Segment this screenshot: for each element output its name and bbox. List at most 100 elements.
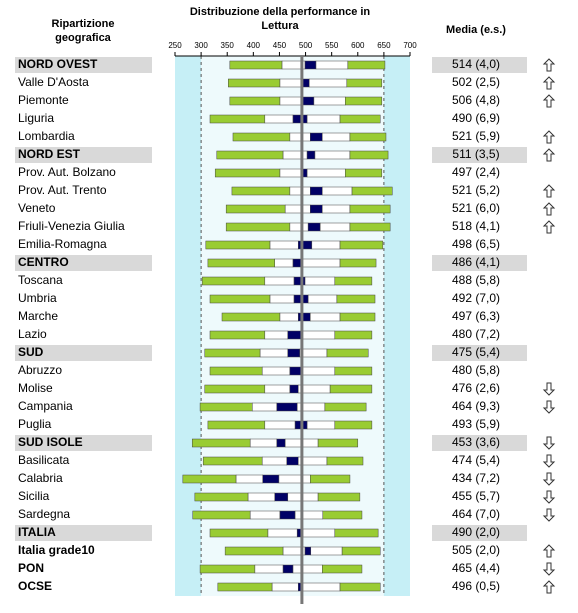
x-tick-label: 350 <box>221 41 235 50</box>
group-band <box>432 255 527 271</box>
distribution-segment <box>344 168 383 178</box>
media-value: 480 (5,8) <box>452 363 500 377</box>
trend-arrow <box>542 58 556 72</box>
distribution-segment <box>232 132 291 142</box>
x-tick-label: 400 <box>247 41 261 50</box>
distribution-segment <box>259 348 289 358</box>
distribution-segment <box>201 276 266 286</box>
distribution-segment <box>289 186 311 196</box>
row-label: Toscana <box>18 273 63 287</box>
x-tick-label: 600 <box>351 41 365 50</box>
distribution-segment <box>334 420 373 430</box>
trend-arrow <box>542 472 556 486</box>
distribution-segment <box>282 564 294 574</box>
x-tick-label: 700 <box>403 41 417 50</box>
distribution-segment <box>326 456 364 466</box>
distribution-segment <box>322 204 351 214</box>
distribution-segment <box>339 582 381 592</box>
row-label: Campania <box>18 399 73 413</box>
distribution-segment <box>339 312 376 322</box>
media-value: 434 (7,2) <box>452 471 500 485</box>
distribution-segment <box>341 546 381 556</box>
distribution-segment <box>322 186 353 196</box>
distribution-segment <box>306 420 336 430</box>
trend-arrow <box>542 202 556 216</box>
distribution-segment <box>307 294 338 304</box>
media-value: 492 (7,0) <box>452 291 500 305</box>
distribution-segment <box>310 312 341 322</box>
row-label: Marche <box>18 309 58 323</box>
row-label: Emilia-Romagna <box>18 237 107 251</box>
media-value: 511 (3,5) <box>452 147 499 161</box>
distribution-segment <box>264 330 289 340</box>
chart-title: Distribuzione della performance in <box>190 6 371 18</box>
distribution-segment <box>276 438 286 448</box>
distribution-segment <box>267 528 298 538</box>
distribution-segment <box>261 456 288 466</box>
group-band <box>432 345 527 361</box>
trend-arrow <box>542 76 556 90</box>
trend-arrow <box>542 400 556 414</box>
distribution-segment <box>292 114 308 124</box>
row-label: Prov. Aut. Trento <box>18 183 107 197</box>
distribution-segment <box>287 348 301 358</box>
row-label: NORD OVEST <box>18 57 98 71</box>
distribution-segment <box>182 474 237 484</box>
group-band <box>15 147 152 163</box>
row-label: Valle D'Aosta <box>18 75 89 89</box>
media-header: Media (e.s.) <box>446 24 506 36</box>
distribution-segment <box>279 312 299 322</box>
group-band <box>432 525 527 541</box>
trend-arrow <box>542 508 556 522</box>
distribution-segment <box>301 582 341 592</box>
distribution-segment <box>279 78 303 88</box>
media-value: 514 (4,0) <box>452 57 500 71</box>
plot-inner <box>201 56 384 596</box>
media-value: 506 (4,8) <box>452 93 500 107</box>
distribution-segment <box>271 582 299 592</box>
distribution-segment <box>307 222 321 232</box>
distribution-segment <box>334 276 373 286</box>
distribution-segment <box>334 366 373 376</box>
group-band <box>15 57 152 73</box>
distribution-segment <box>349 132 387 142</box>
distribution-segment <box>204 348 261 358</box>
media-value: 518 (4,1) <box>452 219 500 233</box>
media-value: 496 (0,5) <box>452 579 500 593</box>
distribution-segment <box>214 168 281 178</box>
trend-arrow <box>542 454 556 468</box>
distribution-segment <box>205 240 271 250</box>
distribution-segment <box>264 384 291 394</box>
chart-title: Lettura <box>261 20 299 32</box>
distribution-segment <box>252 402 278 412</box>
media-value: 480 (7,2) <box>452 327 500 341</box>
distribution-segment <box>199 402 253 412</box>
distribution-segment <box>304 60 317 70</box>
distribution-segment <box>297 240 313 250</box>
row-label: SUD <box>18 345 44 359</box>
media-value: 465 (4,4) <box>452 561 500 575</box>
distribution-segment <box>334 528 379 538</box>
distribution-segment <box>294 510 324 520</box>
distribution-segment <box>302 528 336 538</box>
distribution-segment <box>306 150 316 160</box>
distribution-segment <box>247 492 275 502</box>
media-value: 521 (5,9) <box>452 129 500 143</box>
distribution-segment <box>209 366 263 376</box>
distribution-segment <box>262 474 280 484</box>
row-label: Lombardia <box>18 129 75 143</box>
distribution-segment <box>264 276 295 286</box>
row-label: Sicilia <box>18 489 50 503</box>
trend-arrow <box>542 382 556 396</box>
distribution-segment <box>269 294 295 304</box>
distribution-segment <box>279 96 303 106</box>
trend-arrow <box>542 544 556 558</box>
row-label: Sardegna <box>18 507 70 521</box>
distribution-segment <box>261 366 291 376</box>
distribution-segment <box>221 312 281 322</box>
row-label: Puglia <box>18 417 52 431</box>
distribution-segment <box>346 78 383 88</box>
distribution-segment <box>202 456 263 466</box>
distribution-segment <box>264 114 294 124</box>
distribution-segment <box>289 132 311 142</box>
